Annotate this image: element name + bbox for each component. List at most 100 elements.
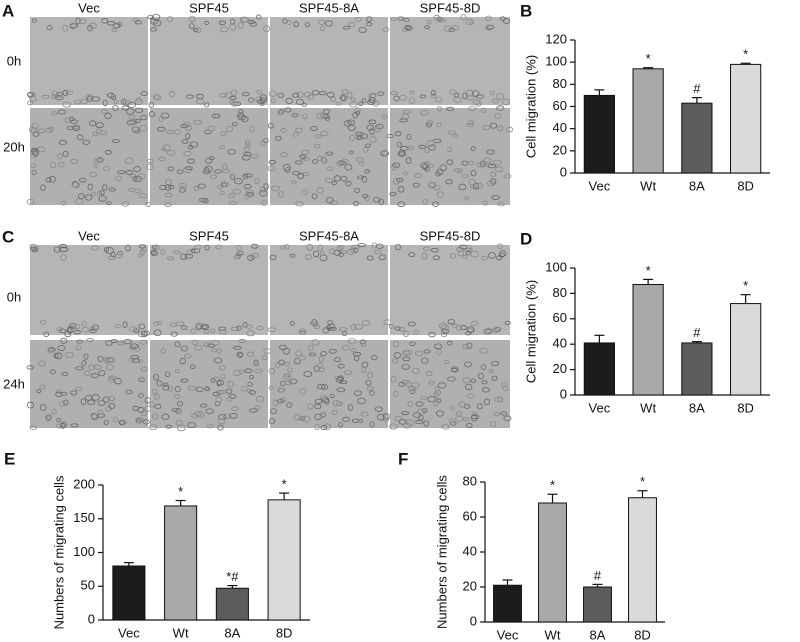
cell bbox=[436, 106, 443, 112]
cell bbox=[405, 25, 413, 31]
cell bbox=[247, 192, 253, 198]
y-tick-label: 20 bbox=[463, 578, 477, 593]
cell bbox=[424, 166, 430, 172]
cell bbox=[237, 114, 246, 121]
cell bbox=[159, 184, 167, 190]
cell bbox=[166, 149, 176, 156]
cell bbox=[483, 398, 491, 406]
cell bbox=[358, 101, 364, 106]
cell bbox=[60, 337, 68, 344]
cell bbox=[99, 130, 108, 136]
x-tick-label: Wt bbox=[640, 178, 656, 193]
column-label: SPF45 bbox=[189, 0, 229, 15]
cell bbox=[404, 350, 413, 356]
cell bbox=[423, 349, 431, 354]
cell bbox=[256, 14, 262, 20]
cell bbox=[314, 423, 320, 431]
cell bbox=[422, 198, 428, 205]
cell bbox=[354, 107, 361, 113]
y-tick-label: 80 bbox=[553, 76, 567, 91]
cell bbox=[409, 97, 416, 105]
cell bbox=[311, 90, 320, 96]
cell bbox=[26, 198, 35, 205]
cell bbox=[424, 161, 431, 167]
cell bbox=[213, 376, 220, 382]
cell bbox=[86, 95, 93, 102]
cell bbox=[357, 397, 366, 405]
cell bbox=[132, 176, 138, 182]
cell bbox=[180, 378, 189, 383]
cell bbox=[471, 90, 480, 97]
cell bbox=[284, 244, 290, 250]
cell bbox=[320, 25, 326, 32]
micrograph bbox=[386, 104, 514, 207]
cell bbox=[339, 327, 348, 332]
cell bbox=[393, 340, 400, 348]
cell bbox=[382, 415, 390, 422]
cell bbox=[239, 16, 249, 23]
significance-label: * bbox=[646, 263, 651, 278]
cell bbox=[284, 361, 291, 367]
cell bbox=[57, 153, 63, 160]
cell bbox=[154, 403, 162, 410]
cell bbox=[180, 325, 188, 330]
cell bbox=[392, 162, 401, 168]
cell bbox=[206, 424, 214, 429]
cell bbox=[81, 320, 88, 327]
cell bbox=[475, 99, 482, 107]
cell bbox=[247, 381, 253, 387]
micrograph-bg bbox=[270, 340, 388, 428]
cell bbox=[464, 383, 473, 391]
cell bbox=[148, 111, 156, 118]
cell bbox=[284, 166, 291, 173]
cell bbox=[304, 254, 312, 260]
cell bbox=[153, 329, 162, 337]
panel-label: C bbox=[2, 227, 14, 246]
micrograph bbox=[29, 243, 151, 338]
cell bbox=[105, 247, 114, 254]
cell bbox=[160, 249, 166, 255]
cell bbox=[298, 328, 307, 335]
cell bbox=[434, 96, 443, 103]
cell bbox=[312, 250, 320, 258]
cell bbox=[251, 243, 259, 249]
cell bbox=[193, 119, 202, 125]
cell bbox=[314, 403, 322, 410]
cell bbox=[302, 113, 308, 120]
cell bbox=[256, 325, 264, 331]
y-tick-label: 60 bbox=[553, 98, 567, 113]
cell bbox=[40, 184, 46, 191]
cell bbox=[162, 384, 170, 391]
x-tick-label: 8A bbox=[224, 625, 240, 640]
cell bbox=[123, 339, 132, 345]
cell bbox=[204, 157, 213, 164]
cell bbox=[47, 348, 55, 353]
cell bbox=[284, 380, 293, 386]
cell bbox=[74, 99, 82, 105]
cell bbox=[230, 326, 239, 332]
bar bbox=[215, 587, 249, 621]
cell bbox=[400, 411, 410, 416]
cell bbox=[153, 321, 160, 326]
cell bbox=[456, 410, 462, 417]
cell bbox=[177, 424, 186, 432]
cell bbox=[282, 164, 291, 171]
cell bbox=[181, 139, 189, 144]
bar bbox=[493, 584, 522, 623]
x-tick-label: 8A bbox=[689, 178, 705, 193]
cell bbox=[127, 101, 136, 108]
cell bbox=[112, 105, 119, 112]
panel-label: A bbox=[2, 1, 14, 20]
cell bbox=[215, 397, 223, 403]
cell bbox=[104, 357, 110, 364]
cell bbox=[108, 375, 117, 380]
cell bbox=[58, 243, 67, 249]
cell bbox=[55, 389, 62, 394]
cell bbox=[503, 174, 512, 179]
cell bbox=[243, 151, 252, 157]
cell bbox=[482, 200, 488, 206]
cell bbox=[445, 179, 453, 185]
cell bbox=[193, 344, 203, 351]
cell bbox=[291, 113, 299, 118]
cell bbox=[464, 361, 472, 368]
